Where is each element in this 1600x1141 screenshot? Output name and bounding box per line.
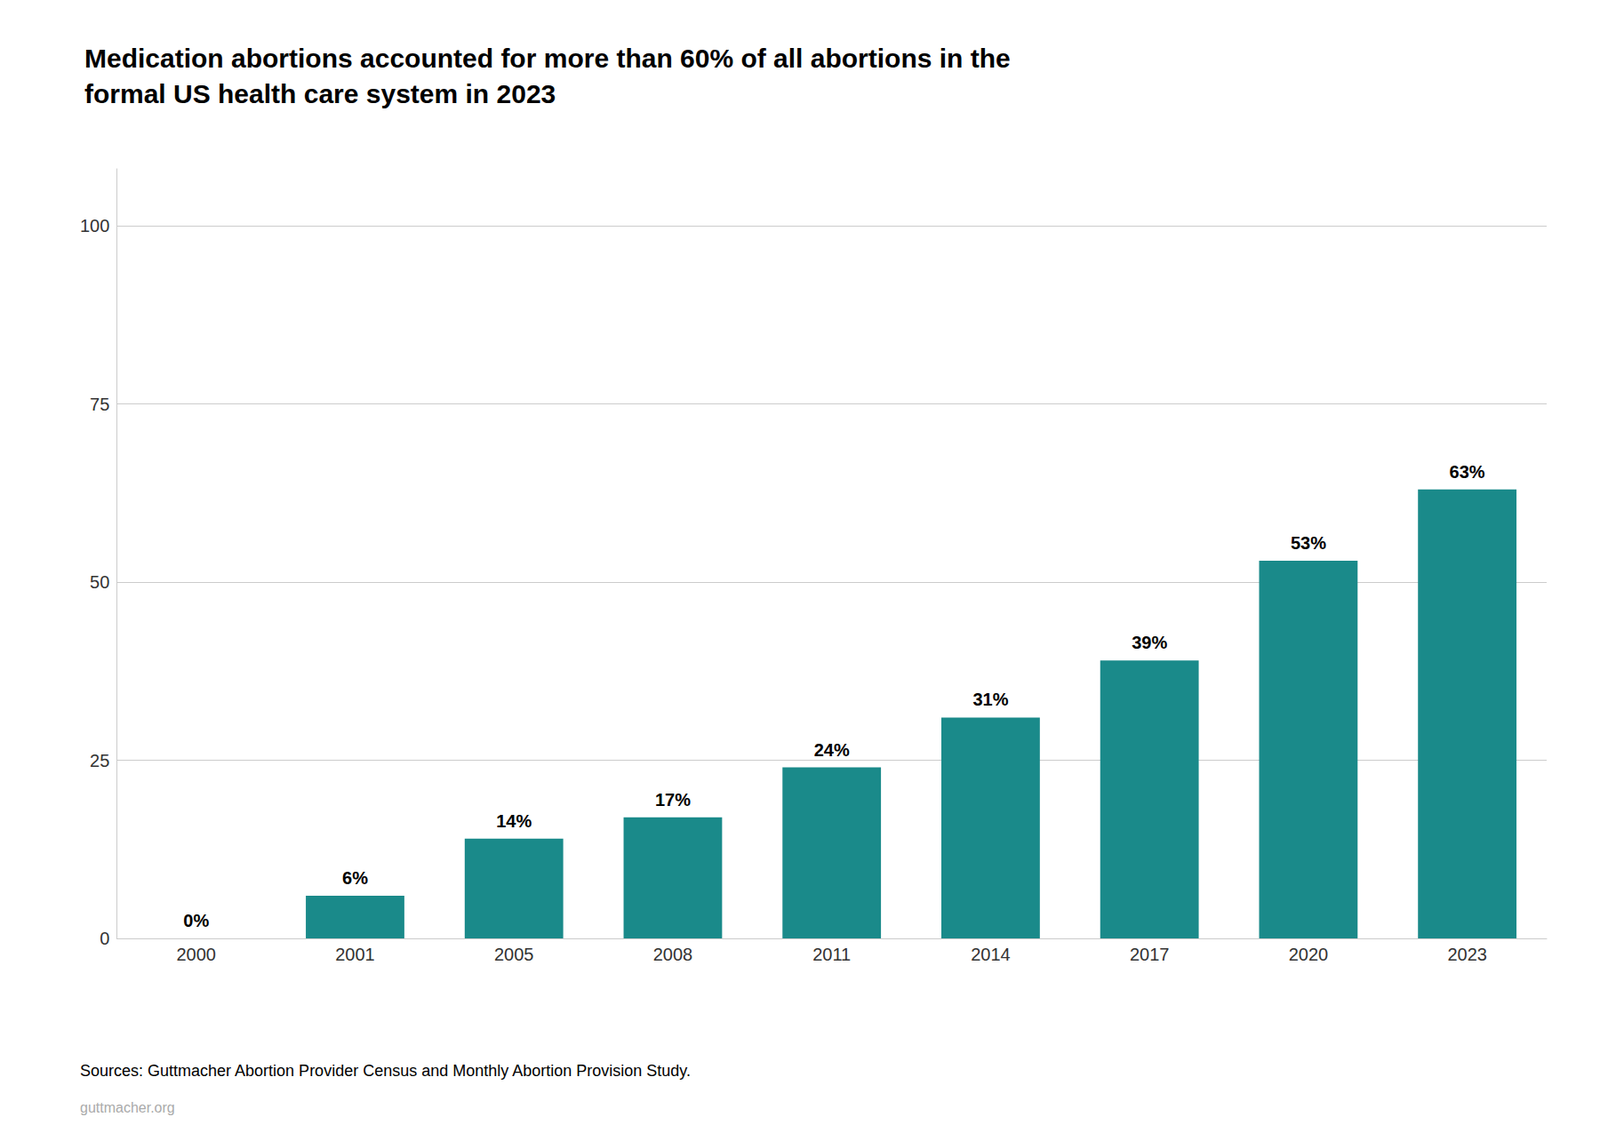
svg-text:24%: 24% — [814, 740, 850, 760]
svg-text:6%: 6% — [342, 868, 368, 888]
svg-text:2001: 2001 — [335, 944, 376, 965]
svg-text:2014: 2014 — [970, 944, 1011, 965]
svg-text:17%: 17% — [655, 790, 691, 810]
svg-text:75: 75 — [89, 394, 110, 415]
svg-text:39%: 39% — [1131, 632, 1168, 653]
svg-text:31%: 31% — [972, 689, 1008, 710]
svg-text:2011: 2011 — [812, 944, 851, 965]
svg-text:14%: 14% — [496, 811, 532, 832]
svg-text:2008: 2008 — [653, 944, 694, 965]
svg-text:2005: 2005 — [494, 944, 535, 965]
svg-text:0%: 0% — [183, 911, 209, 931]
svg-text:Sources: Guttmacher Abortion P: Sources: Guttmacher Abortion Provider Ce… — [80, 1062, 691, 1080]
svg-text:2020: 2020 — [1288, 944, 1329, 965]
svg-text:0: 0 — [99, 928, 110, 949]
svg-text:2023: 2023 — [1447, 944, 1488, 965]
svg-text:25: 25 — [89, 751, 110, 771]
svg-text:63%: 63% — [1449, 462, 1486, 482]
svg-text:formal US health care system i: formal US health care system in 2023 — [84, 79, 556, 109]
svg-text:Medication abortions accounted: Medication abortions accounted for more … — [84, 43, 1011, 73]
svg-text:53%: 53% — [1290, 533, 1327, 553]
svg-text:2017: 2017 — [1129, 944, 1170, 965]
svg-text:100: 100 — [80, 216, 110, 236]
svg-text:2000: 2000 — [176, 944, 216, 965]
svg-text:50: 50 — [89, 572, 110, 592]
svg-text:guttmacher.org: guttmacher.org — [80, 1100, 176, 1116]
